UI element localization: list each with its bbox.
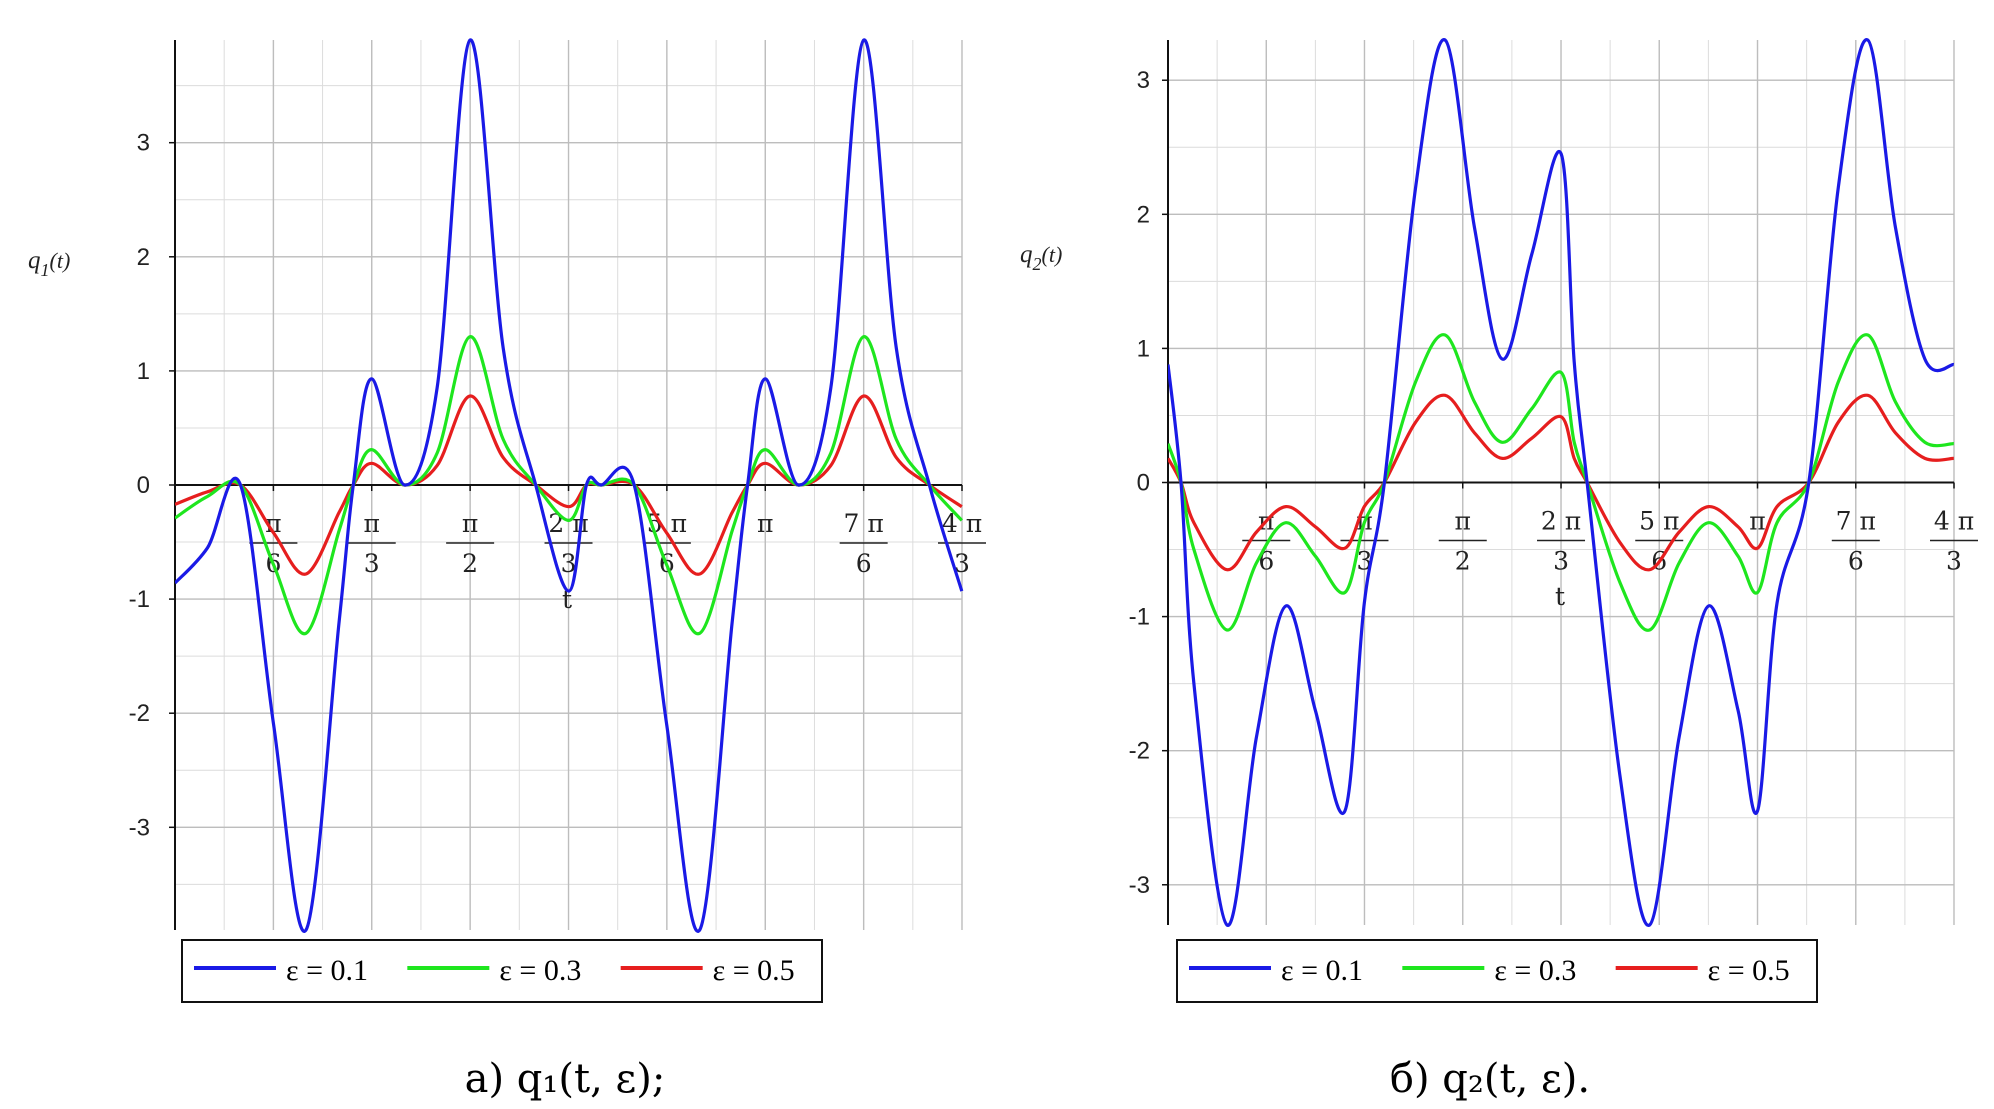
y-tick-label: -3 [129,814,150,841]
y-tick-label: 0 [137,472,150,499]
y-tick-label: -2 [129,700,150,727]
legend: ε = 0.1 ε = 0.3 ε = 0.5 [1176,939,1818,1003]
legend-label-3: ε = 0.5 [713,954,795,987]
x-tick-label-numerator: 7 π [1836,507,1876,536]
legend-box [1176,939,1818,1003]
x-tick-label-denominator: 3 [561,549,577,578]
y-tick-label: 2 [137,244,150,271]
series-line-3 [175,394,963,576]
x-tick-label-numerator: 7 π [844,509,884,538]
y-tick-label: 3 [1137,67,1150,94]
x-tick-label-numerator: π [462,509,478,538]
series-line-2 [175,335,963,636]
legend-label-1: ε = 0.1 [286,954,368,987]
x-tick-label-numerator: π [265,509,281,538]
x-tick-label-denominator: 6 [1258,547,1274,576]
caption-right: б) q₂(t, ε). [1390,1056,1590,1102]
series-line-1 [1168,38,1955,927]
x-tick-label-numerator: 5 π [1639,507,1679,536]
x-tick-label-denominator: 3 [1553,547,1569,576]
x-tick-label-numerator: 2 π [1541,507,1581,536]
legend-label-2: ε = 0.3 [499,954,581,987]
y-tick-label: -2 [1129,738,1150,765]
y-axis-label-arg: (t) [1042,242,1063,267]
y-axis-label-sub: 1 [41,260,50,280]
y-axis-label-sub: 2 [1033,254,1042,274]
y-axis-label: q2(t) [1020,241,1062,274]
x-tick-label-denominator: 6 [856,549,872,578]
x-axis-label: t [1555,582,1565,611]
legend: ε = 0.1 ε = 0.3 ε = 0.5 [181,939,823,1003]
y-tick-label: 3 [137,130,150,157]
x-tick-label-numerator: 4 π [1934,507,1974,536]
y-tick-label: 1 [1137,335,1150,362]
legend-box [181,939,823,1003]
series-group [1168,38,1955,927]
x-axis-label: t [562,585,572,614]
x-tick-label-numerator: π [1749,507,1765,536]
series-group [175,38,964,933]
y-tick-label: 2 [1137,201,1150,228]
y-tick-label: 1 [137,358,150,385]
x-tick-label-numerator: π [1455,507,1471,536]
y-tick-label: -3 [1129,872,1150,899]
x-tick-label-denominator: 3 [954,549,970,578]
x-tick-label-numerator: 4 π [942,509,982,538]
legend-label-1: ε = 0.1 [1281,954,1363,987]
legend-label-2: ε = 0.3 [1494,954,1576,987]
x-tick-label-denominator: 2 [462,549,478,578]
x-tick-label-numerator: π [364,509,380,538]
y-axis-label-base: q [28,247,41,274]
x-tick-label-denominator: 2 [1455,547,1471,576]
y-axis-label: q1(t) [28,247,70,280]
y-axis-label-base: q [1020,241,1033,268]
x-tick-label-denominator: 3 [364,549,380,578]
x-tick-label-numerator: π [757,509,773,538]
y-tick-label: -1 [1129,604,1150,631]
x-tick-label-denominator: 3 [1946,547,1962,576]
series-line-1 [175,38,964,933]
y-tick-label: 0 [1137,470,1150,497]
y-tick-label: -1 [129,586,150,613]
y-axis-label-arg: (t) [50,248,71,273]
caption-left: а) q₁(t, ε); [465,1056,666,1102]
legend-label-3: ε = 0.5 [1708,954,1790,987]
x-tick-label-denominator: 6 [1848,547,1864,576]
